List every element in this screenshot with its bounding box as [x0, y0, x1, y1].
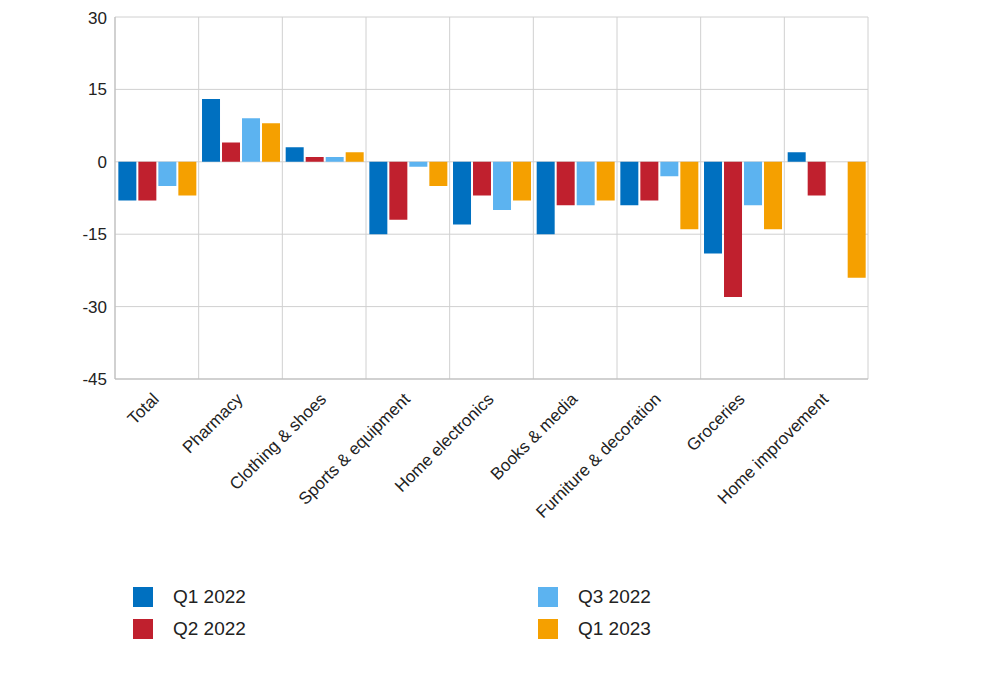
html-text:Q1 2023: Q1 2023 — [578, 618, 651, 639]
svg-text:Books & media: Books & media — [487, 389, 582, 484]
svg-text:Home electronics: Home electronics — [391, 390, 497, 496]
svg-text:Furniture & decoration: Furniture & decoration — [532, 390, 664, 522]
svg-text:Sports & equipment: Sports & equipment — [295, 389, 414, 508]
svg-text:Pharmacy: Pharmacy — [179, 389, 247, 457]
html-text:Q2 2022: Q2 2022 — [173, 618, 246, 639]
svg-text:Groceries: Groceries — [683, 390, 749, 456]
svg-text:-45: -45 — [82, 370, 107, 389]
svg-text:-15: -15 — [82, 225, 107, 244]
svg-text:30: 30 — [88, 9, 107, 28]
svg-text:Clothing & shoes: Clothing & shoes — [225, 389, 331, 494]
svg-text:-30: -30 — [82, 298, 107, 317]
svg-text:Home improvement: Home improvement — [714, 389, 833, 508]
svg-text:15: 15 — [88, 80, 107, 99]
html-text:Q3 2022: Q3 2022 — [578, 586, 651, 607]
svg-text:0: 0 — [98, 153, 107, 172]
html-text:Q1 2022: Q1 2022 — [173, 586, 246, 607]
svg-text:Total: Total — [124, 390, 163, 429]
